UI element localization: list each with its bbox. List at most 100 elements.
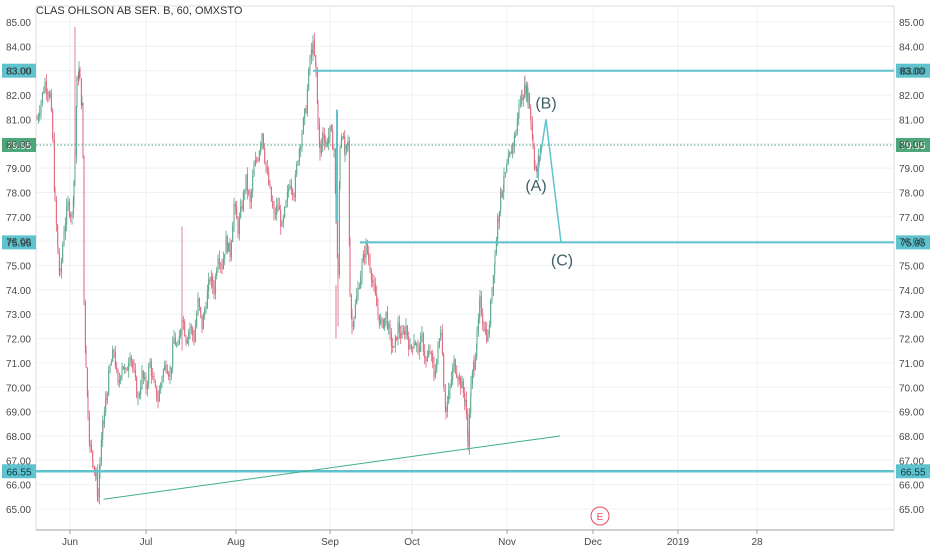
candle-body: [52, 138, 54, 141]
candle-body: [350, 295, 352, 317]
candle-body: [500, 188, 502, 212]
candle-body: [277, 205, 279, 207]
candle-body: [201, 315, 203, 330]
candle-body: [534, 165, 536, 169]
candle-body: [441, 332, 443, 354]
candle-body: [446, 402, 448, 412]
candle-body: [178, 335, 180, 345]
candle-body: [483, 323, 485, 332]
candle-body: [527, 92, 529, 101]
candle-body: [510, 152, 512, 155]
candle-body: [322, 133, 324, 135]
candle-body: [272, 200, 274, 208]
candle-body: [507, 156, 509, 165]
candle-body: [536, 167, 538, 174]
candle-body: [294, 174, 296, 198]
candle-body: [509, 152, 511, 153]
candle-body: [504, 172, 506, 174]
candle-body: [53, 140, 55, 191]
candle-body: [519, 103, 521, 105]
y-tick-label-right: 67.00: [899, 456, 924, 467]
candle-body: [487, 334, 489, 341]
candle-body: [348, 141, 350, 245]
overlay-layer: 83.00 83.00 75.95 75.95 66.55 66.55 79.95 79.95…: [2, 63, 930, 526]
candle-body: [408, 336, 410, 350]
candle-body: [310, 49, 312, 59]
candle-body: [162, 370, 164, 378]
y-tick-label-left: 77.00: [6, 213, 31, 224]
x-tick-label: 2019: [667, 537, 690, 548]
candle-body: [484, 329, 486, 332]
candle-body: [260, 143, 262, 152]
candle-body: [344, 149, 346, 154]
candle-body: [273, 207, 275, 213]
candle-body: [208, 279, 210, 292]
candle-body: [164, 364, 166, 371]
candle-body: [308, 68, 310, 90]
candle-body: [52, 110, 54, 139]
candle-body: [341, 137, 343, 139]
candle-body: [325, 142, 327, 144]
candle-body: [106, 394, 108, 401]
candle-body: [436, 358, 438, 372]
candle-body: [80, 78, 82, 105]
last-price-badge-right-label: 79.95: [900, 141, 925, 152]
candle-body: [86, 367, 88, 395]
y-tick-label-left: 68.00: [6, 432, 31, 443]
candle-body: [67, 201, 69, 207]
candle-body: [154, 382, 156, 387]
candle-body: [120, 376, 122, 381]
candle-body: [204, 309, 206, 316]
candle-body: [521, 93, 523, 101]
x-tick-label: Nov: [498, 537, 516, 548]
candle-body: [385, 311, 387, 319]
candle-body: [365, 241, 367, 258]
candle-body: [494, 253, 496, 264]
candle-body: [161, 377, 163, 384]
candle-body: [200, 307, 202, 316]
candle-body: [274, 212, 276, 215]
candle-body: [177, 344, 179, 346]
candle-body: [448, 390, 450, 403]
candle-body: [289, 185, 291, 189]
candle-body: [378, 314, 380, 325]
candle-body: [470, 383, 472, 396]
candle-body: [424, 351, 426, 359]
candle-body: [169, 372, 171, 377]
candle-body: [128, 363, 130, 371]
candle-body: [252, 176, 254, 192]
y-tick-label-left: 83.00: [6, 67, 31, 78]
candle-body: [165, 364, 167, 370]
candle-body: [37, 116, 39, 120]
candle-body: [382, 320, 384, 329]
candle-body: [497, 218, 499, 222]
candle-body: [98, 472, 100, 497]
candle-body: [429, 351, 431, 353]
level-badge-left-label: 75.95: [6, 238, 31, 249]
candle-body: [433, 363, 435, 377]
candle-body: [66, 206, 68, 224]
y-tick-label-left: 66.00: [6, 481, 31, 492]
candle-body: [329, 125, 331, 136]
candle-body: [232, 225, 234, 242]
candle-body: [354, 303, 356, 318]
candle-body: [47, 92, 49, 95]
candle-body: [240, 206, 242, 218]
candle-body: [266, 167, 268, 172]
candle-body: [153, 375, 155, 383]
candle-body: [185, 336, 187, 344]
y-tick-label-right: 79.00: [899, 164, 924, 175]
candle-body: [390, 333, 392, 346]
candle-body: [450, 379, 452, 386]
candle-body: [282, 216, 284, 223]
candle-body: [49, 92, 51, 97]
candle-body: [189, 326, 191, 332]
candle-body: [75, 107, 77, 157]
candle-body: [132, 361, 134, 368]
candle-body: [495, 240, 497, 254]
candle-body: [494, 263, 496, 275]
candle-body: [497, 218, 499, 241]
x-tick-label: Oct: [404, 537, 420, 548]
